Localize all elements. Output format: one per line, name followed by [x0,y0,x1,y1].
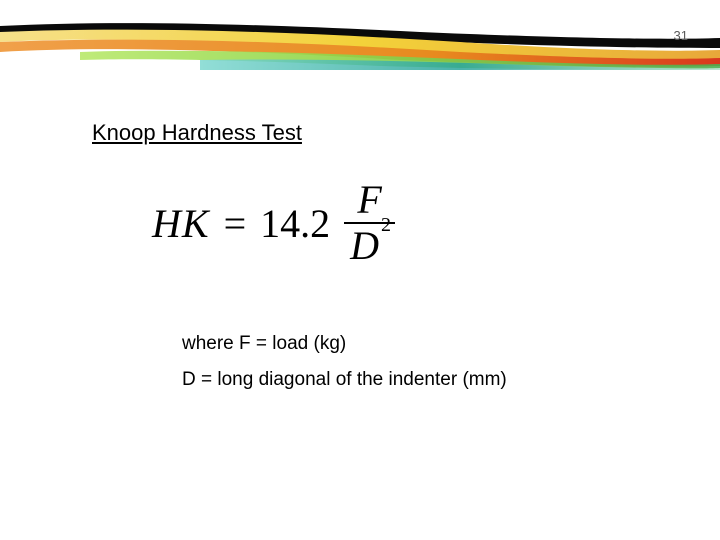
page-number: 31 [674,28,688,43]
hardness-equation: HK = 14.2 F D2 [152,180,395,266]
equation-coefficient: 14.2 [260,200,330,247]
definition-d: D = long diagonal of the indenter (mm) [182,362,507,398]
equation-lhs: HK [152,200,210,247]
variable-definitions: where F = load (kg) D = long diagonal of… [182,326,507,398]
equation-denominator-exponent: 2 [381,214,391,236]
equation-equals: = [224,200,247,247]
definition-f: where F = load (kg) [182,326,507,362]
slide-title: Knoop Hardness Test [92,120,302,146]
equation-denominator: D2 [344,224,395,266]
equation-denominator-base: D [350,223,379,268]
decorative-banner [0,22,720,70]
equation-fraction: F D2 [344,180,395,266]
